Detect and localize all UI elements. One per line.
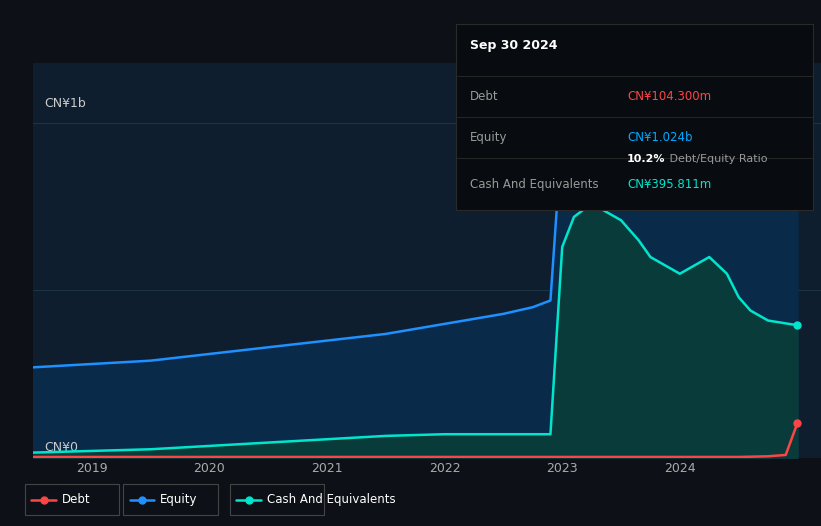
- Text: Sep 30 2024: Sep 30 2024: [470, 38, 557, 52]
- Text: CN¥1.024b: CN¥1.024b: [627, 131, 693, 144]
- FancyBboxPatch shape: [230, 484, 324, 515]
- Text: CN¥395.811m: CN¥395.811m: [627, 178, 711, 191]
- Text: CN¥1b: CN¥1b: [44, 97, 86, 110]
- Text: 10.2%: 10.2%: [627, 155, 666, 165]
- Text: CN¥0: CN¥0: [44, 441, 79, 454]
- Text: Cash And Equivalents: Cash And Equivalents: [267, 493, 396, 506]
- FancyBboxPatch shape: [123, 484, 218, 515]
- FancyBboxPatch shape: [25, 484, 119, 515]
- Text: Cash And Equivalents: Cash And Equivalents: [470, 178, 599, 191]
- Text: Debt/Equity Ratio: Debt/Equity Ratio: [667, 155, 768, 165]
- Text: CN¥104.300m: CN¥104.300m: [627, 90, 711, 103]
- Text: Debt: Debt: [470, 90, 498, 103]
- Text: Equity: Equity: [160, 493, 198, 506]
- Text: Debt: Debt: [62, 493, 90, 506]
- Text: Equity: Equity: [470, 131, 507, 144]
